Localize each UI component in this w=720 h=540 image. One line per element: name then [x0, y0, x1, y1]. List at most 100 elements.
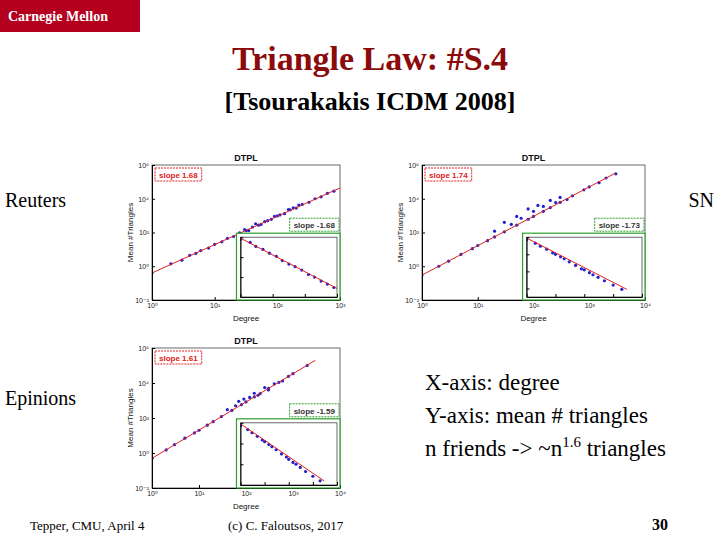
point	[583, 268, 586, 271]
annotation-box	[425, 168, 472, 181]
tick-mark	[199, 485, 200, 488]
y-tick: 10⁶	[138, 162, 155, 169]
x-axis-title: Degree	[520, 314, 547, 323]
tick-label: 10⁰	[408, 263, 419, 270]
point	[596, 276, 599, 279]
y-tick	[527, 288, 530, 289]
point	[603, 279, 606, 282]
tick-mark	[527, 254, 530, 255]
plot-area	[527, 238, 627, 291]
tick-mark	[240, 277, 243, 278]
tick-mark	[240, 464, 243, 465]
point	[311, 475, 314, 478]
plot-area	[240, 238, 337, 289]
y-tick	[240, 237, 243, 238]
point	[493, 230, 496, 233]
annotation: slope 1.61	[155, 351, 202, 364]
y-tick	[240, 297, 243, 298]
tick-mark	[313, 482, 314, 485]
tick-label: 10¹	[194, 490, 205, 497]
y-axis-title: Mean #Triangles	[396, 203, 405, 262]
annotation-text: slope 1.74	[429, 171, 468, 180]
y-axis	[240, 423, 243, 485]
annotation-box	[155, 168, 202, 181]
y-tick	[240, 485, 243, 486]
tick-mark	[642, 294, 643, 297]
tick-label: 10²	[139, 415, 150, 422]
point	[574, 264, 577, 267]
point	[588, 271, 591, 274]
inset: slope -1.68	[236, 218, 340, 300]
plot-frame	[152, 165, 340, 300]
annotation: slope 1.74	[425, 168, 472, 181]
panel: Epinions10⁰10¹10²10³10⁴10⁻²10⁰10²10⁴10⁶D…	[5, 336, 346, 511]
tick-label: 10²	[241, 490, 252, 497]
y-tick	[527, 271, 530, 272]
point	[580, 267, 583, 270]
point	[510, 223, 513, 226]
y-tick	[527, 237, 530, 238]
y-tick: 10⁴	[408, 195, 425, 202]
plot-frame	[527, 237, 642, 297]
chart-title: DTPL	[522, 153, 546, 163]
y-tick: 10⁰	[138, 450, 155, 457]
tick-mark	[305, 294, 306, 297]
point	[299, 466, 302, 469]
annotation-text: slope 1.61	[159, 354, 198, 363]
inset-border	[523, 233, 645, 300]
point	[520, 217, 523, 220]
tick-mark	[422, 300, 425, 301]
panel-label: Epinions	[5, 387, 76, 410]
tick-mark	[289, 482, 290, 485]
tick-mark	[152, 348, 155, 349]
fit-line	[527, 238, 627, 289]
point	[612, 283, 615, 286]
y-axis-title: Mean #Triangles	[126, 388, 135, 447]
tick-label: 10⁶	[138, 345, 149, 352]
axis-line	[240, 423, 241, 485]
formula-tail: triangles	[581, 436, 666, 461]
annotation-text: slope -1.73	[599, 221, 641, 230]
tick-label: 10²	[139, 229, 150, 236]
slide: Carnegie MellonTriangle Law: #S.4[Tsoura…	[0, 0, 720, 540]
y-axis: 10⁻²10⁰10²10⁴10⁶	[135, 345, 155, 492]
tick-mark	[152, 418, 155, 419]
y-tick	[240, 257, 243, 258]
y-tick: 10⁰	[138, 263, 155, 270]
logo-box	[0, 0, 140, 32]
tick-mark	[240, 444, 243, 445]
point	[253, 392, 256, 395]
footer-left: Tepper, CMU, April 4	[30, 518, 145, 533]
chart-title: DTPL	[234, 336, 258, 346]
x-tick	[273, 294, 274, 297]
x-tick	[265, 482, 266, 485]
plot-frame	[240, 237, 337, 297]
logo: Carnegie Mellon	[8, 9, 108, 24]
annotation: slope -1.68	[290, 218, 339, 231]
y-tick: 10⁻²	[135, 297, 155, 304]
tick-mark	[527, 237, 530, 238]
y-axis	[527, 238, 530, 298]
tick-mark	[584, 294, 585, 297]
tick-mark	[527, 271, 530, 272]
tick-label: 10⁶	[408, 162, 419, 169]
y-axis-title: Mean #Triangles	[126, 203, 135, 262]
annotation-box	[595, 218, 644, 231]
plot-area	[240, 424, 324, 483]
x-tick	[289, 482, 290, 485]
y-tick	[240, 423, 243, 424]
tick-label: 10⁶	[138, 162, 149, 169]
chart-title: DTPL	[234, 153, 258, 163]
y-tick: 10⁰	[408, 263, 425, 270]
x-axis-title: Degree	[233, 314, 260, 323]
point	[591, 273, 594, 276]
tick-label: 10⁴	[640, 302, 651, 309]
plot-frame	[152, 348, 340, 488]
tick-mark	[152, 383, 155, 384]
note-formula: n friends -> ~n1.6 triangles	[425, 434, 666, 461]
y-tick: 10²	[409, 229, 425, 236]
x-tick: 10¹	[473, 297, 484, 309]
y-tick: 10⁶	[138, 345, 155, 352]
y-tick: 10⁴	[138, 195, 155, 202]
y-tick: 10²	[139, 415, 155, 422]
